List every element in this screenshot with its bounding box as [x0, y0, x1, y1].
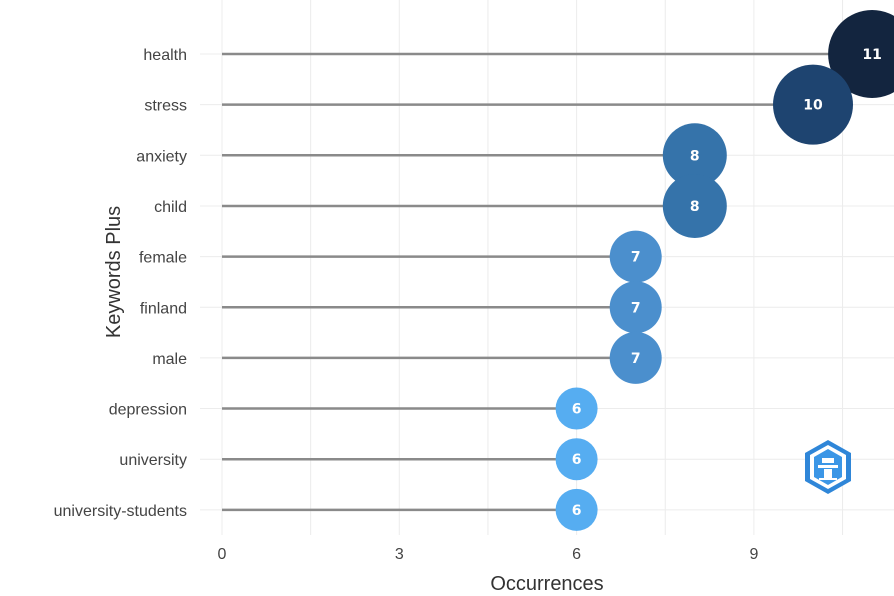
x-tick-label: 9 — [749, 546, 758, 563]
lollipop-bubble — [555, 438, 598, 481]
bubble-value-label: 10 — [803, 98, 823, 114]
stems — [222, 52, 873, 512]
x-axis-title: Occurrences — [490, 573, 603, 595]
y-tick-label: anxiety — [136, 148, 187, 165]
lollipop-bubble — [555, 488, 598, 531]
bubble-value-label: 11 — [862, 47, 881, 63]
lollipop-bubble — [555, 387, 598, 430]
x-tick-label: 3 — [395, 546, 404, 563]
lollipop-bubble — [828, 10, 894, 98]
y-tick-label: health — [143, 47, 187, 64]
y-tick-label: university-students — [54, 503, 187, 520]
x-tick-label: 0 — [218, 546, 227, 563]
y-tick-label: male — [152, 351, 187, 368]
lollipop-bubble — [609, 230, 662, 283]
bubbles: 11 10 8 8 7 7 7 6 6 6 — [555, 10, 894, 531]
bubble-value-label: 7 — [631, 300, 641, 316]
y-axis-title: Keywords Plus — [103, 206, 125, 338]
bubble-value-label: 7 — [631, 351, 641, 367]
bubble-value-label: 8 — [690, 199, 700, 215]
y-tick-label: female — [139, 250, 187, 267]
x-tick-label: 6 — [572, 546, 581, 563]
y-tick-label: child — [154, 199, 187, 216]
shield-logo-icon — [805, 440, 851, 494]
bubble-value-label: 6 — [572, 402, 582, 418]
y-tick-label: finland — [140, 300, 187, 317]
y-tick-label: stress — [144, 98, 187, 115]
lollipop-bubble — [609, 281, 662, 334]
y-tick-labels: health stress anxiety child female finland mal… — [54, 47, 187, 520]
y-tick-label: university — [119, 452, 187, 469]
bubble-value-label: 6 — [572, 503, 582, 519]
y-tick-label: depression — [109, 402, 187, 419]
lollipop-bubble — [662, 173, 727, 238]
x-tick-labels: 0 3 6 9 — [218, 546, 759, 563]
bubble-value-label: 6 — [572, 452, 582, 468]
lollipop-bubble — [662, 123, 727, 188]
lollipop-bubble — [773, 64, 853, 145]
bubble-value-label: 8 — [690, 148, 700, 164]
lollipop-bubble — [609, 331, 662, 384]
bubble-value-label: 7 — [631, 250, 641, 266]
